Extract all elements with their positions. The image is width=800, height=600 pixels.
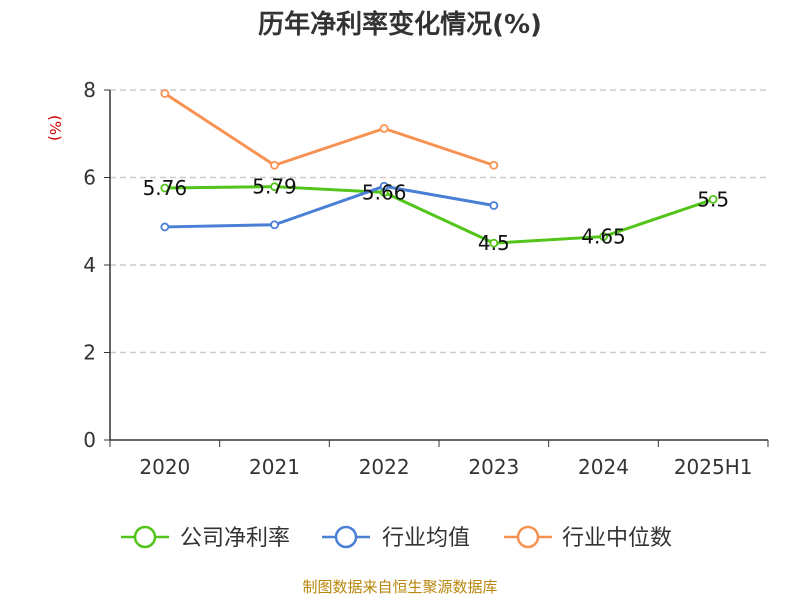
series-1-point-2023 bbox=[489, 201, 499, 210]
chart-title: 历年净利率变化情况(%) bbox=[258, 9, 542, 40]
series-2-point-2021 bbox=[270, 160, 279, 170]
y-tick-label-4: 4 bbox=[83, 253, 96, 277]
y-tick-label-6: 6 bbox=[83, 166, 96, 190]
legend: 公司净利率 行业均值 行业中位数 bbox=[121, 525, 672, 551]
x-tick-label-2021: 2021 bbox=[249, 455, 300, 479]
series-1-point-2022 bbox=[379, 181, 389, 191]
data-label-2025H1: 5.5 bbox=[697, 187, 729, 211]
series-2-point-2023 bbox=[489, 160, 499, 170]
legend-marker-1 bbox=[334, 525, 358, 549]
series-1-point-2021 bbox=[270, 220, 279, 230]
data-label-2024: 4.65 bbox=[581, 225, 626, 249]
y-tick-label-8: 8 bbox=[83, 78, 96, 102]
data-label-2023: 4.5 bbox=[478, 231, 510, 255]
axes: 0 2 4 6 8 2020 2021 2022 2023 2024 2025H1 bbox=[83, 78, 769, 479]
y-tick-label-0: 0 bbox=[83, 428, 96, 452]
legend-marker-2 bbox=[516, 525, 540, 549]
series-1-point-2020 bbox=[160, 222, 170, 232]
data-label-2022: 5.66 bbox=[362, 180, 407, 204]
series-2-point-2020 bbox=[160, 89, 170, 98]
legend-label-1: 行业均值 bbox=[382, 526, 470, 551]
series-0-point-2024 bbox=[599, 232, 608, 241]
y-tick-label-2: 2 bbox=[83, 341, 96, 365]
x-tick-label-2023: 2023 bbox=[468, 455, 519, 479]
data-labels: 5.76 5.79 5.66 4.5 4.65 5.5 bbox=[143, 175, 730, 255]
series-line-1 bbox=[164, 184, 495, 229]
grid-lines bbox=[110, 89, 768, 354]
series-line-2 bbox=[164, 92, 495, 167]
series-0-point-2025H1 bbox=[708, 194, 718, 204]
series-2-point-2022 bbox=[379, 124, 389, 133]
series-0-point-2021 bbox=[270, 182, 279, 192]
x-tick-label-2022: 2022 bbox=[359, 455, 410, 479]
series-0-point-2023 bbox=[489, 238, 499, 248]
x-tick-label-2025H1: 2025H1 bbox=[674, 455, 753, 479]
x-tick-label-2024: 2024 bbox=[578, 455, 629, 479]
x-tick-label-2020: 2020 bbox=[139, 455, 190, 479]
data-source-note: 制图数据来自恒生聚源数据库 bbox=[302, 578, 497, 596]
y-axis-unit-label: (%) bbox=[46, 115, 64, 141]
series-line-0 bbox=[164, 185, 714, 245]
series-group bbox=[160, 89, 718, 248]
legend-label-0: 公司净利率 bbox=[180, 526, 290, 551]
data-label-2020: 5.76 bbox=[143, 176, 188, 200]
series-0-point-2020 bbox=[160, 183, 170, 193]
legend-label-2: 行业中位数 bbox=[562, 526, 672, 551]
legend-marker-0 bbox=[133, 525, 157, 549]
data-label-2021: 5.79 bbox=[252, 175, 297, 199]
